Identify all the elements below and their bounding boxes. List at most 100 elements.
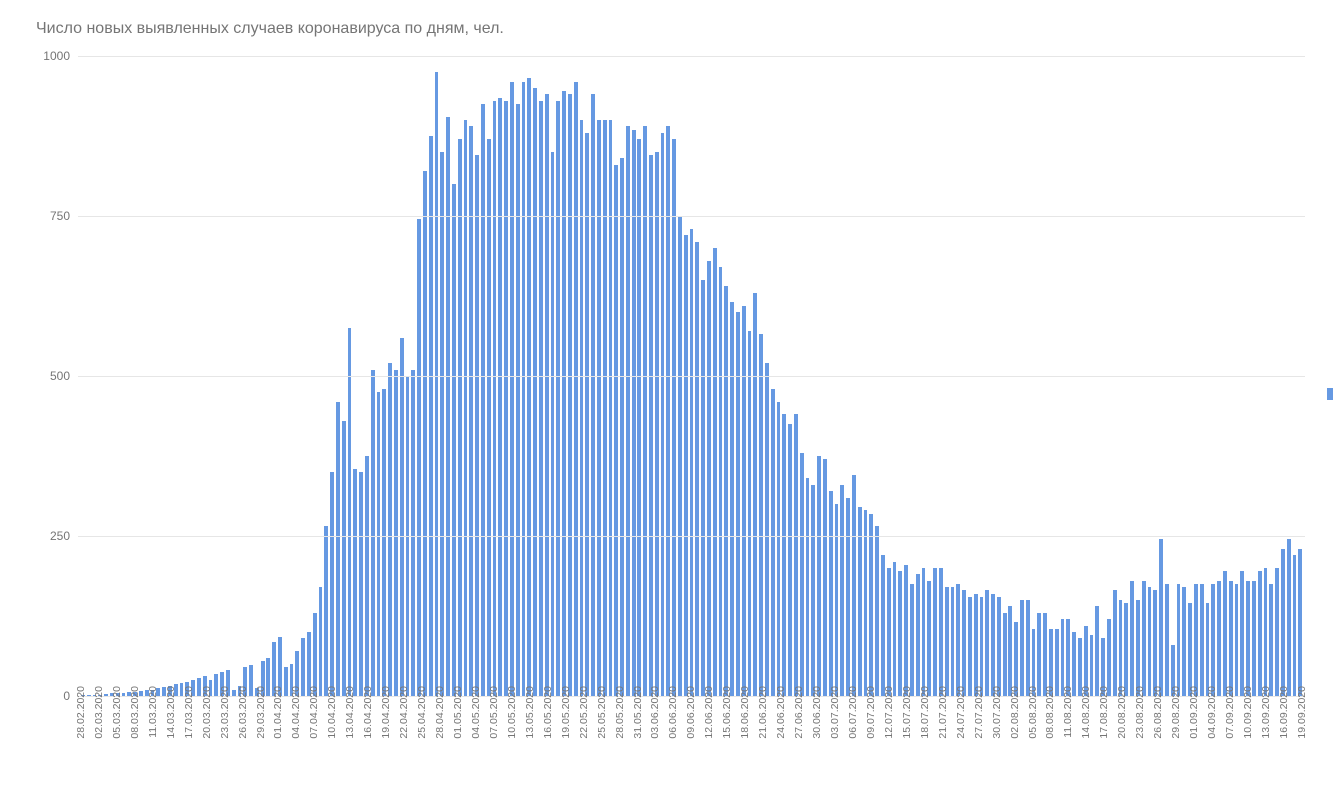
plot-wrapper: 02505007501000 bbox=[30, 56, 1305, 696]
bar bbox=[458, 139, 462, 696]
bar bbox=[348, 328, 352, 696]
bar bbox=[1298, 549, 1302, 696]
bar bbox=[829, 491, 833, 696]
bar bbox=[724, 286, 728, 696]
bar bbox=[846, 498, 850, 696]
bar bbox=[759, 334, 763, 696]
bar bbox=[394, 370, 398, 696]
y-axis: 02505007501000 bbox=[30, 56, 78, 696]
bar bbox=[939, 568, 943, 696]
bar bbox=[1240, 571, 1244, 696]
bar bbox=[742, 306, 746, 696]
bar bbox=[620, 158, 624, 696]
bar bbox=[545, 94, 549, 696]
bar bbox=[522, 82, 526, 696]
bar bbox=[661, 133, 665, 696]
bar bbox=[806, 478, 810, 696]
bar bbox=[551, 152, 555, 696]
bar bbox=[440, 152, 444, 696]
bar bbox=[574, 82, 578, 696]
y-tick-label: 1000 bbox=[43, 49, 70, 63]
bar bbox=[1293, 555, 1297, 696]
bar bbox=[1258, 571, 1262, 696]
bar bbox=[666, 126, 670, 696]
bar bbox=[817, 456, 821, 696]
bar bbox=[1281, 549, 1285, 696]
bar bbox=[475, 155, 479, 696]
bar bbox=[1142, 581, 1146, 696]
y-tick-label: 250 bbox=[50, 529, 70, 543]
bar bbox=[730, 302, 734, 696]
bar bbox=[446, 117, 450, 696]
bar bbox=[365, 456, 369, 696]
bar bbox=[1229, 581, 1233, 696]
bar bbox=[643, 126, 647, 696]
bar bbox=[527, 78, 531, 696]
bar bbox=[881, 555, 885, 696]
bar bbox=[922, 568, 926, 696]
bar bbox=[800, 453, 804, 696]
bar bbox=[811, 485, 815, 696]
bar bbox=[609, 120, 613, 696]
chart-container: Число новых выявленных случаев коронавир… bbox=[0, 0, 1335, 801]
bar bbox=[324, 526, 328, 696]
gridline bbox=[78, 56, 1305, 57]
bar bbox=[1246, 581, 1250, 696]
bar bbox=[684, 235, 688, 696]
bar bbox=[927, 581, 931, 696]
bar bbox=[493, 101, 497, 696]
bar bbox=[690, 229, 694, 696]
bar bbox=[481, 104, 485, 696]
plot-area bbox=[78, 56, 1305, 696]
bar bbox=[713, 248, 717, 696]
bar bbox=[835, 504, 839, 696]
bar bbox=[377, 392, 381, 696]
bar bbox=[748, 331, 752, 696]
bar bbox=[423, 171, 427, 696]
bar bbox=[464, 120, 468, 696]
bar bbox=[719, 267, 723, 696]
bar bbox=[672, 139, 676, 696]
bar bbox=[852, 475, 856, 696]
bar bbox=[626, 126, 630, 696]
bar bbox=[840, 485, 844, 696]
y-tick-label: 0 bbox=[63, 689, 70, 703]
bar bbox=[429, 136, 433, 696]
bar bbox=[893, 562, 897, 696]
bar bbox=[1130, 581, 1134, 696]
bar bbox=[823, 459, 827, 696]
y-tick-label: 750 bbox=[50, 209, 70, 223]
bar bbox=[382, 389, 386, 696]
bar bbox=[597, 120, 601, 696]
bar bbox=[916, 574, 920, 696]
bar bbox=[330, 472, 334, 696]
bar bbox=[933, 568, 937, 696]
bar bbox=[649, 155, 653, 696]
bar bbox=[794, 414, 798, 696]
bar bbox=[452, 184, 456, 696]
bar bbox=[1287, 539, 1291, 696]
bar bbox=[864, 510, 868, 696]
bar bbox=[435, 72, 439, 696]
bar bbox=[1217, 581, 1221, 696]
bar bbox=[701, 280, 705, 696]
bar bbox=[782, 414, 786, 696]
bar bbox=[580, 120, 584, 696]
bar bbox=[585, 133, 589, 696]
bar bbox=[637, 139, 641, 696]
bar bbox=[417, 219, 421, 696]
bar bbox=[788, 424, 792, 696]
y-tick-label: 500 bbox=[50, 369, 70, 383]
bar bbox=[342, 421, 346, 696]
bar bbox=[887, 568, 891, 696]
bar bbox=[765, 363, 769, 696]
bar bbox=[1264, 568, 1268, 696]
bar bbox=[562, 91, 566, 696]
x-axis: 28.02.202002.03.202005.03.202008.03.2020… bbox=[78, 680, 1305, 790]
bar bbox=[1252, 581, 1256, 696]
bar bbox=[353, 469, 357, 696]
bar bbox=[1275, 568, 1279, 696]
bar bbox=[904, 565, 908, 696]
bar bbox=[614, 165, 618, 696]
bar bbox=[771, 389, 775, 696]
